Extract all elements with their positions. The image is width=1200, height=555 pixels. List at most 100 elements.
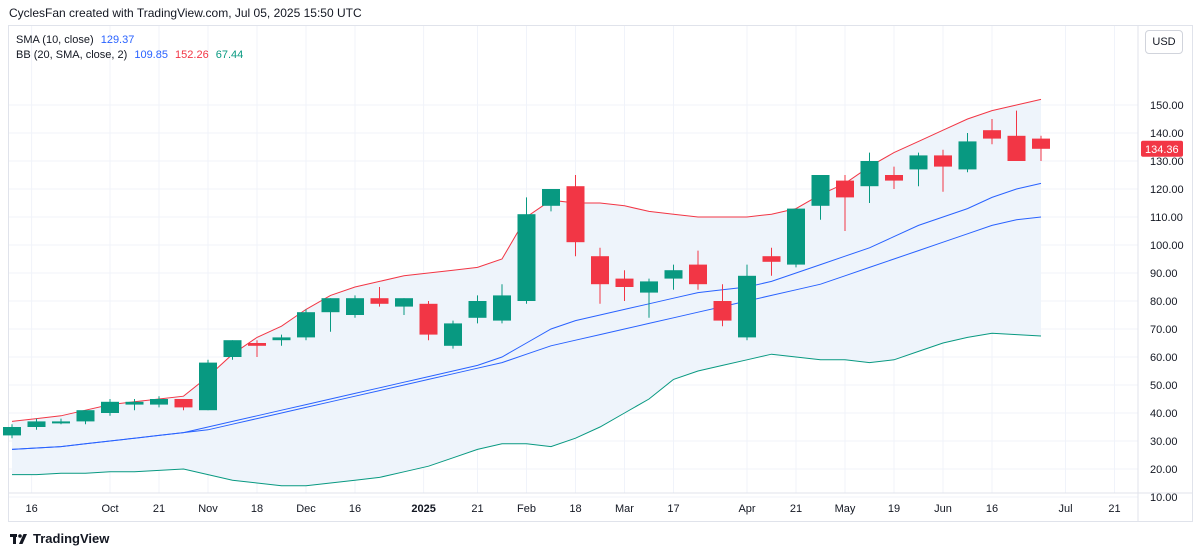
candle-body (223, 340, 242, 357)
candle (713, 284, 732, 327)
candle (272, 334, 291, 346)
candle (468, 295, 487, 324)
time-tick-label: Apr (738, 503, 755, 515)
candle-body (860, 161, 879, 187)
candle (958, 133, 977, 173)
time-tick-label: 17 (667, 503, 679, 515)
candle (664, 264, 683, 290)
candle (223, 340, 242, 360)
candle (811, 175, 830, 220)
candle-body (493, 295, 511, 321)
candle (297, 309, 315, 341)
last-price-badge (1141, 140, 1183, 157)
price-tick-label: 140.00 (1150, 128, 1184, 140)
price-tick-label: 70.00 (1150, 324, 1178, 336)
candle-body (174, 399, 193, 408)
candle (983, 119, 1001, 145)
candle-body (934, 155, 952, 167)
candle-body (517, 214, 536, 301)
candle-body (591, 256, 609, 285)
candle-body (713, 301, 732, 321)
price-tick-label: 10.00 (1150, 492, 1178, 504)
candle-body (909, 155, 928, 170)
candle (101, 399, 119, 416)
candle (27, 418, 46, 430)
bb-lower-line (12, 332, 1042, 487)
chart-frame (8, 25, 1193, 522)
legend-sma-row[interactable]: SMA (10, close) 129.37 (16, 33, 247, 48)
currency-button[interactable]: USD (1145, 30, 1183, 54)
candle-body (542, 189, 560, 206)
time-tick-label: May (835, 503, 856, 515)
candle (885, 166, 903, 189)
candle (640, 278, 658, 318)
time-tick-label: Jul (1058, 503, 1072, 515)
candle (517, 197, 536, 304)
time-tick-label: Feb (517, 503, 536, 515)
candle-body (27, 421, 46, 427)
time-tick-label: 16 (986, 503, 998, 515)
time-tick-label: 18 (569, 503, 581, 515)
candle-body (738, 275, 756, 338)
candle (836, 175, 854, 231)
candles (3, 110, 1050, 439)
candle-body (1007, 135, 1026, 161)
price-tick-label: 90.00 (1150, 268, 1178, 280)
candle (52, 418, 70, 425)
price-tick-label: 50.00 (1150, 380, 1178, 392)
legend-bb-row[interactable]: BB (20, SMA, close, 2) 109.85 152.26 67.… (16, 48, 247, 63)
candle-body (689, 264, 707, 285)
time-axis: 16 Oct 21 Nov 18 Dec 16 2025 21 Feb 18 Mar 17 Apr 21 Ma… (25, 503, 1120, 515)
candle-body (76, 410, 95, 422)
price-tick-label: 60.00 (1150, 352, 1178, 364)
candle-body (125, 401, 144, 405)
candle-body (664, 270, 683, 279)
candle (76, 410, 95, 425)
price-tick-label: 20.00 (1150, 464, 1178, 476)
time-tick-label: Mar (615, 503, 634, 515)
candle (542, 189, 560, 212)
time-tick-label: 19 (888, 503, 900, 515)
candle (321, 298, 340, 332)
price-tick-label: 150.00 (1150, 100, 1184, 112)
legend-sma-label: SMA (10, close) (16, 34, 94, 46)
time-tick-label: 2025 (411, 503, 435, 515)
legend-bb-label: BB (20, SMA, close, 2) (16, 49, 128, 61)
time-tick-label: Jun (934, 503, 952, 515)
indicator-legend: SMA (10, close) 129.37 BB (20, SMA, clos… (16, 33, 247, 63)
time-tick-label: 21 (153, 503, 165, 515)
candle (787, 208, 805, 268)
tradingview-footer[interactable]: TradingView (10, 531, 109, 546)
candle-body (787, 208, 805, 265)
candle (370, 287, 389, 307)
candle (738, 264, 756, 341)
candle-body (468, 301, 487, 318)
candle (615, 270, 634, 301)
candle-body (101, 401, 119, 413)
candle (493, 284, 511, 324)
candle (762, 247, 781, 276)
candle-body (199, 362, 217, 411)
candle-body (836, 180, 854, 198)
candle (909, 152, 928, 187)
candle (174, 399, 193, 411)
candle (934, 149, 952, 192)
tradingview-logo-icon (10, 533, 27, 544)
legend-bb-basis: 109.85 (134, 49, 168, 61)
candle (125, 399, 144, 411)
candle-body (346, 298, 364, 315)
price-tick-label: 80.00 (1150, 296, 1178, 308)
candle-body (3, 427, 21, 436)
legend-bb-lower: 67.44 (215, 49, 244, 61)
time-tick-label: 21 (1108, 503, 1120, 515)
candle-body (150, 399, 168, 405)
candle-body (419, 303, 438, 335)
price-tick-label: 130.00 (1150, 156, 1184, 168)
candle-body (762, 256, 781, 262)
price-tick-label: 100.00 (1150, 240, 1184, 252)
sma10-line (11, 216, 1042, 450)
candle (3, 424, 21, 439)
price-tick-label: 120.00 (1150, 184, 1184, 196)
time-tick-label: 21 (471, 503, 483, 515)
